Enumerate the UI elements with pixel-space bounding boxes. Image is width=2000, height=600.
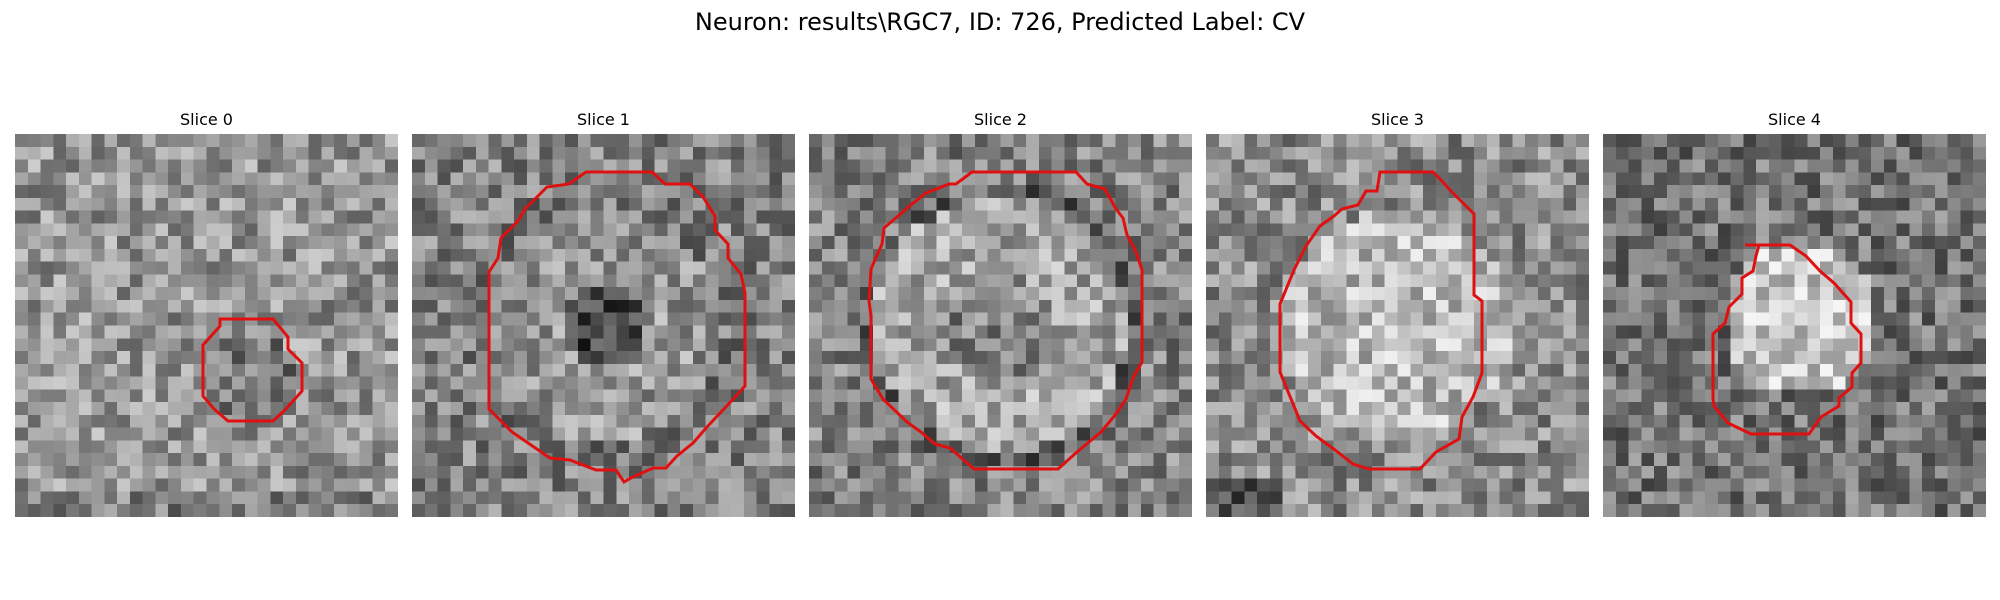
slice-panel-0: Slice 0 <box>15 108 398 517</box>
slice-panel-3: Slice 3 <box>1206 108 1589 517</box>
slice-image <box>809 134 1192 517</box>
slice-panel-4: Slice 4 <box>1603 108 1986 517</box>
slice-image <box>1206 134 1589 517</box>
roi-outline <box>487 170 747 484</box>
roi-outline <box>201 317 304 423</box>
roi-outline <box>1278 170 1484 471</box>
slice-panel-1: Slice 1 <box>412 108 795 517</box>
slice-image <box>15 134 398 517</box>
slice-label: Slice 3 <box>1371 110 1424 129</box>
slice-label: Slice 1 <box>577 110 630 129</box>
slice-label: Slice 4 <box>1768 110 1821 129</box>
slice-image <box>412 134 795 517</box>
slice-panel-2: Slice 2 <box>809 108 1192 517</box>
figure-title: Neuron: results\RGC7, ID: 726, Predicted… <box>694 8 1306 36</box>
roi-outline <box>1711 243 1863 436</box>
slice-label: Slice 0 <box>180 110 233 129</box>
slice-label: Slice 2 <box>974 110 1027 129</box>
roi-outline <box>867 170 1144 471</box>
slice-image <box>1603 134 1986 517</box>
